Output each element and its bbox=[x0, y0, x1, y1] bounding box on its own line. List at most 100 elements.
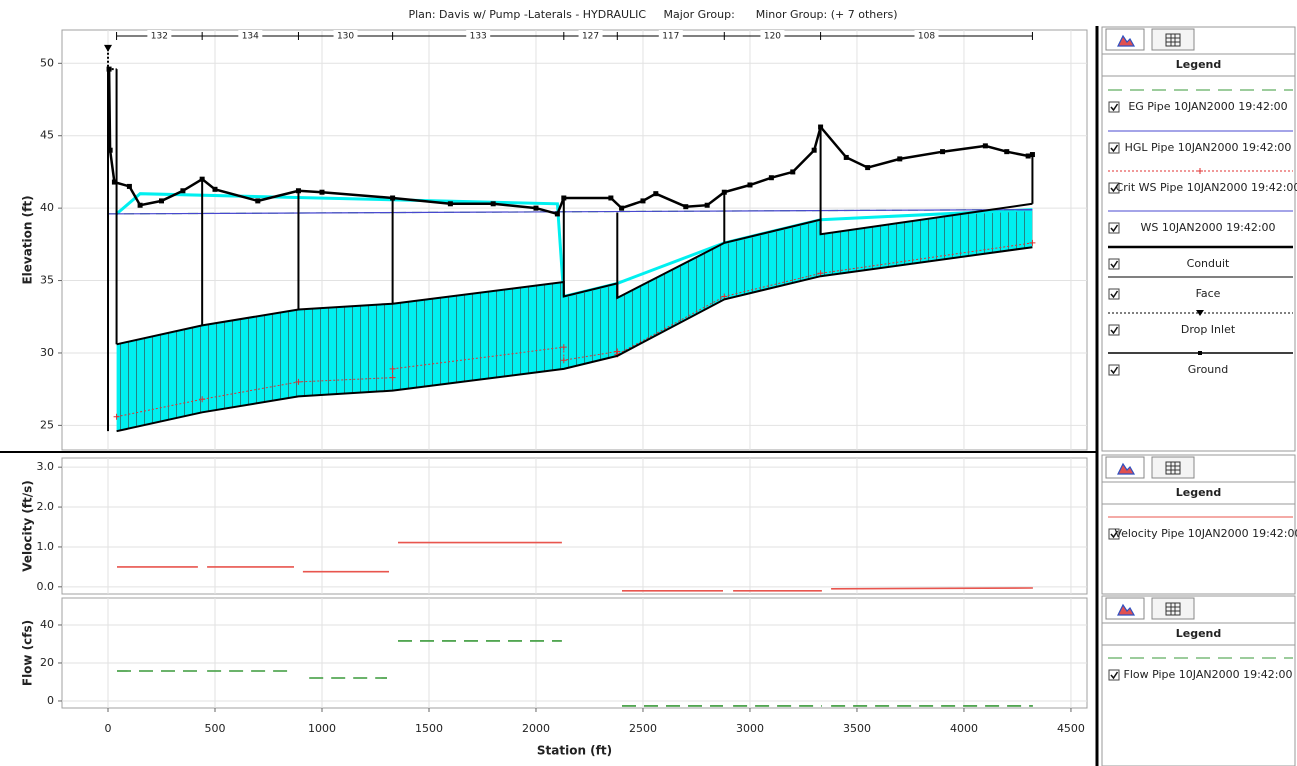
drop-inlet-marker bbox=[104, 44, 113, 52]
ground-marker bbox=[533, 205, 539, 211]
ground-marker bbox=[554, 211, 560, 217]
legend-title: Legend bbox=[1176, 58, 1222, 71]
pipe-label-bg bbox=[466, 30, 491, 42]
y-tick-label: 50 bbox=[40, 56, 54, 69]
pipe-label-bg bbox=[914, 30, 939, 42]
pipe-label: 120 bbox=[764, 32, 781, 42]
y-tick-label: 40 bbox=[40, 618, 54, 631]
legend-checkbox[interactable] bbox=[1108, 182, 1120, 194]
y-axis-label: Elevation (ft) bbox=[21, 195, 35, 284]
ground-marker bbox=[940, 149, 946, 155]
ground-marker bbox=[111, 179, 117, 185]
legend-checkbox[interactable] bbox=[1108, 258, 1120, 270]
x-tick-label: 2000 bbox=[522, 722, 550, 735]
legend-entry: Conduit bbox=[1187, 257, 1230, 270]
ground-marker bbox=[106, 66, 112, 72]
y-tick-label: 20 bbox=[40, 656, 54, 669]
legend-entry: HGL Pipe 10JAN2000 19:42:00 bbox=[1125, 141, 1292, 154]
y-tick-label: 2.0 bbox=[37, 500, 55, 513]
y-tick-label: 45 bbox=[40, 129, 54, 142]
pipe-label-bg bbox=[658, 30, 683, 42]
ground-line bbox=[107, 69, 1033, 216]
crit-ws-marker bbox=[1029, 239, 1036, 246]
crit-ws-marker bbox=[389, 365, 396, 372]
ground-marker bbox=[137, 202, 143, 208]
ground-marker bbox=[897, 156, 903, 162]
legend-check[interactable] bbox=[1110, 290, 1119, 299]
ground-marker bbox=[447, 201, 453, 207]
pipe-label-bg bbox=[760, 30, 785, 42]
legend-checkbox[interactable] bbox=[1108, 324, 1120, 336]
table-tab[interactable] bbox=[1151, 456, 1195, 479]
table-tab[interactable] bbox=[1151, 28, 1195, 51]
legend-check[interactable] bbox=[1110, 260, 1119, 269]
x-tick-label: 1000 bbox=[308, 722, 336, 735]
y-tick-label: 30 bbox=[40, 346, 54, 359]
legend-check[interactable] bbox=[1110, 224, 1119, 233]
legend-entry: EG Pipe 10JAN2000 19:42:00 bbox=[1128, 100, 1287, 113]
ground-marker bbox=[390, 195, 396, 201]
legend-check[interactable] bbox=[1110, 671, 1119, 680]
y-tick-label: 35 bbox=[40, 274, 54, 287]
ground-marker bbox=[640, 198, 646, 204]
legend-check[interactable] bbox=[1110, 144, 1119, 153]
ground-marker bbox=[818, 124, 824, 130]
legend-checkbox[interactable] bbox=[1108, 288, 1120, 300]
pipe-label-bg bbox=[578, 30, 603, 42]
legend-checkbox[interactable] bbox=[1108, 142, 1120, 154]
y-tick-label: 40 bbox=[40, 201, 54, 214]
legend-entry: Drop Inlet bbox=[1181, 323, 1236, 336]
crit-ws-marker bbox=[199, 396, 206, 403]
ground-marker bbox=[561, 195, 567, 201]
table-tab-icon[interactable] bbox=[1165, 602, 1181, 616]
legend-entry: Velocity Pipe 10JAN2000 19:42:00 bbox=[1114, 527, 1297, 540]
ground-marker bbox=[255, 198, 261, 204]
x-tick-label: 3000 bbox=[736, 722, 764, 735]
legend-checkbox[interactable] bbox=[1108, 669, 1120, 681]
plot-title: Plan: Davis w/ Pump -Laterals - HYDRAULI… bbox=[408, 8, 897, 21]
profile-line bbox=[107, 209, 1033, 215]
ground-marker bbox=[721, 189, 727, 195]
table-tab-icon[interactable] bbox=[1165, 33, 1181, 47]
legend-title: Legend bbox=[1176, 627, 1222, 640]
result-segment bbox=[831, 587, 1033, 590]
ground-marker bbox=[1004, 149, 1010, 155]
table-tab-icon[interactable] bbox=[1165, 461, 1181, 475]
legend-checkbox[interactable] bbox=[1108, 364, 1120, 376]
table-tab[interactable] bbox=[1151, 597, 1195, 620]
y-axis-label: Velocity (ft/s) bbox=[21, 480, 35, 572]
legend-checkbox[interactable] bbox=[1108, 101, 1120, 113]
plot-tab-icon[interactable] bbox=[1117, 34, 1136, 47]
ground-marker bbox=[843, 154, 849, 160]
ground-marker bbox=[126, 183, 132, 189]
legend-check[interactable] bbox=[1110, 184, 1119, 193]
legend-check[interactable] bbox=[1110, 103, 1119, 112]
y-tick-label: 25 bbox=[40, 418, 54, 431]
x-tick-label: 500 bbox=[205, 722, 226, 735]
legend-checkbox[interactable] bbox=[1108, 222, 1120, 234]
crit-ws-marker bbox=[295, 378, 302, 385]
ground-marker bbox=[790, 169, 796, 175]
x-tick-label: 1500 bbox=[415, 722, 443, 735]
legend-check[interactable] bbox=[1110, 366, 1119, 375]
legend-checkbox[interactable] bbox=[1108, 528, 1120, 540]
legend-swatch-marker bbox=[1198, 351, 1202, 355]
ground-marker bbox=[199, 176, 205, 182]
legend-check[interactable] bbox=[1110, 326, 1119, 335]
x-tick-label: 0 bbox=[105, 722, 112, 735]
ground-marker bbox=[683, 204, 689, 210]
ground-marker bbox=[107, 147, 113, 153]
ground-marker bbox=[180, 188, 186, 194]
pipe-label: 132 bbox=[151, 32, 168, 42]
ground-marker bbox=[865, 165, 871, 171]
legend-entry: WS 10JAN2000 19:42:00 bbox=[1140, 221, 1275, 234]
ground-marker bbox=[1029, 152, 1035, 158]
ground-marker bbox=[619, 205, 625, 211]
plot-tab-icon[interactable] bbox=[1117, 603, 1136, 616]
x-tick-label: 3500 bbox=[843, 722, 871, 735]
plot-area bbox=[61, 597, 1088, 709]
plot-tab-icon[interactable] bbox=[1117, 462, 1136, 475]
legend-check[interactable] bbox=[1110, 530, 1119, 539]
pipe-label: 133 bbox=[470, 32, 487, 42]
